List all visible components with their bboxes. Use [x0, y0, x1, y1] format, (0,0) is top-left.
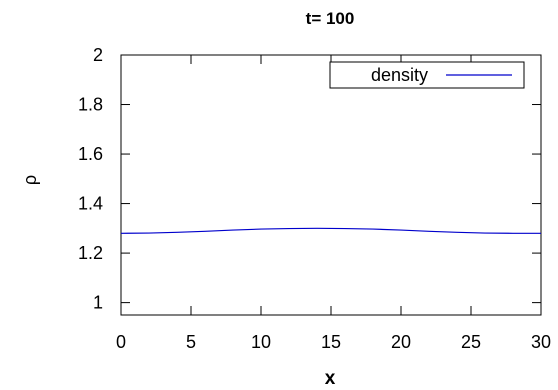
y-tick-label: 1.6: [78, 144, 103, 164]
y-tick-label: 2: [93, 45, 103, 65]
y-axis-label: ρ: [20, 175, 40, 185]
x-tick-label: 30: [531, 332, 551, 352]
y-tick-label: 1.2: [78, 243, 103, 263]
x-tick-label: 0: [116, 332, 126, 352]
x-tick-label: 15: [321, 332, 341, 352]
x-tick-label: 10: [251, 332, 271, 352]
series-line-density: [120, 227, 541, 234]
plot-frame: [120, 54, 542, 316]
x-axis-label: x: [325, 368, 336, 389]
x-tick-label: 25: [461, 332, 481, 352]
chart-title: t= 100: [306, 9, 355, 28]
legend: density: [329, 61, 525, 89]
x-tick-label: 5: [186, 332, 196, 352]
y-tick-label: 1.4: [78, 194, 103, 214]
x-tick-label: 20: [391, 332, 411, 352]
legend-label-density: density: [371, 65, 428, 85]
y-axis: 1 1.2 1.4 1.6 1.8 2: [78, 45, 541, 313]
y-tick-label: 1: [93, 293, 103, 313]
y-tick-label: 1.8: [78, 95, 103, 115]
x-axis: 0 5 10 15 20 25 30: [116, 55, 551, 352]
